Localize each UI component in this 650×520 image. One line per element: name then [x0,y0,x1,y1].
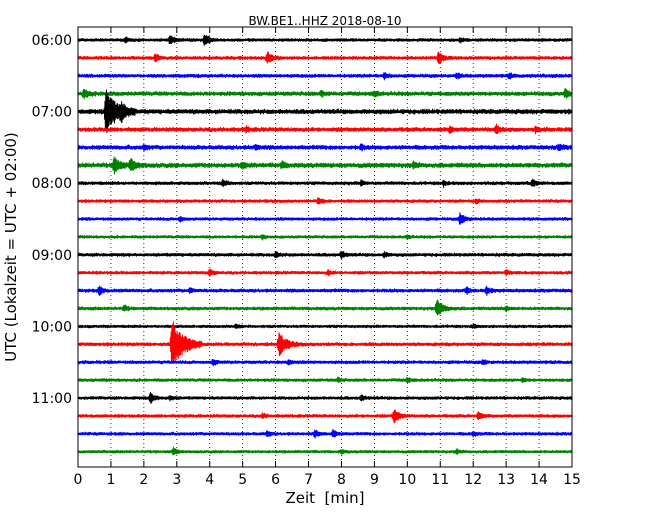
x-tick-label-11: 11 [431,472,449,488]
x-tick-label-6: 6 [271,472,280,488]
trace-1045 [77,376,573,384]
y-axis-label: UTC (Lokalzeit = UTC + 02:00) [2,132,20,362]
x-tick-label-10: 10 [398,472,416,488]
x-tick-label-4: 4 [205,472,214,488]
y-tick-label-0700: 07:00 [32,105,72,121]
x-axis-label: Zeit [min] [285,489,364,507]
seismogram-traces [77,34,573,456]
trace-0615 [77,51,573,65]
y-tick-label-0600: 06:00 [32,33,72,49]
y-tick-label-1100: 11:00 [32,391,72,407]
trace-0830 [77,212,573,225]
y-tick-label-0900: 09:00 [32,248,72,264]
x-tick-label-3: 3 [172,472,181,488]
trace-0645 [77,88,573,100]
x-tick-label-1: 1 [106,472,115,488]
trace-1100 [77,391,573,405]
trace-0745 [77,156,573,175]
x-tick-label-9: 9 [370,472,379,488]
x-tick-label-12: 12 [464,472,482,488]
trace-0700 [77,89,573,134]
trace-0930 [77,285,573,297]
trace-0600 [77,34,573,46]
trace-0845 [77,234,573,241]
trace-0915 [77,268,573,277]
trace-1130 [77,428,573,439]
chart-title: BW.BE1..HHZ 2018-08-10 [248,14,401,28]
trace-0730 [77,143,573,152]
y-tick-label-0800: 08:00 [32,176,72,192]
x-tick-label-15: 15 [563,472,581,488]
x-axis-tick-labels: 0 1 2 3 4 5 6 7 8 9 10 11 12 13 14 15 [74,472,581,488]
trace-0715 [77,123,573,135]
trace-1145 [77,446,573,456]
trace-0900 [77,250,573,260]
x-tick-label-5: 5 [238,472,247,488]
plot-frame [78,27,572,467]
x-tick-label-13: 13 [497,472,515,488]
x-tick-label-8: 8 [337,472,346,488]
plot-border [77,26,573,468]
trace-1015 [77,321,573,365]
y-tick-label-1000: 10:00 [32,319,72,335]
x-tick-label-2: 2 [139,472,148,488]
trace-1030 [77,358,573,367]
trace-1000 [77,323,573,329]
trace-0945 [77,299,573,316]
x-tick-label-7: 7 [304,472,313,488]
x-tick-label-14: 14 [530,472,548,488]
trace-0800 [77,178,573,188]
trace-0630 [77,72,573,81]
axis-ticks [77,27,573,467]
x-tick-label-0: 0 [74,472,83,488]
vertical-gridlines [110,27,540,467]
trace-1115 [77,409,573,424]
y-axis-tick-labels: 06:00 07:00 08:00 09:00 10:00 11:00 [32,33,72,407]
trace-0815 [77,197,573,205]
